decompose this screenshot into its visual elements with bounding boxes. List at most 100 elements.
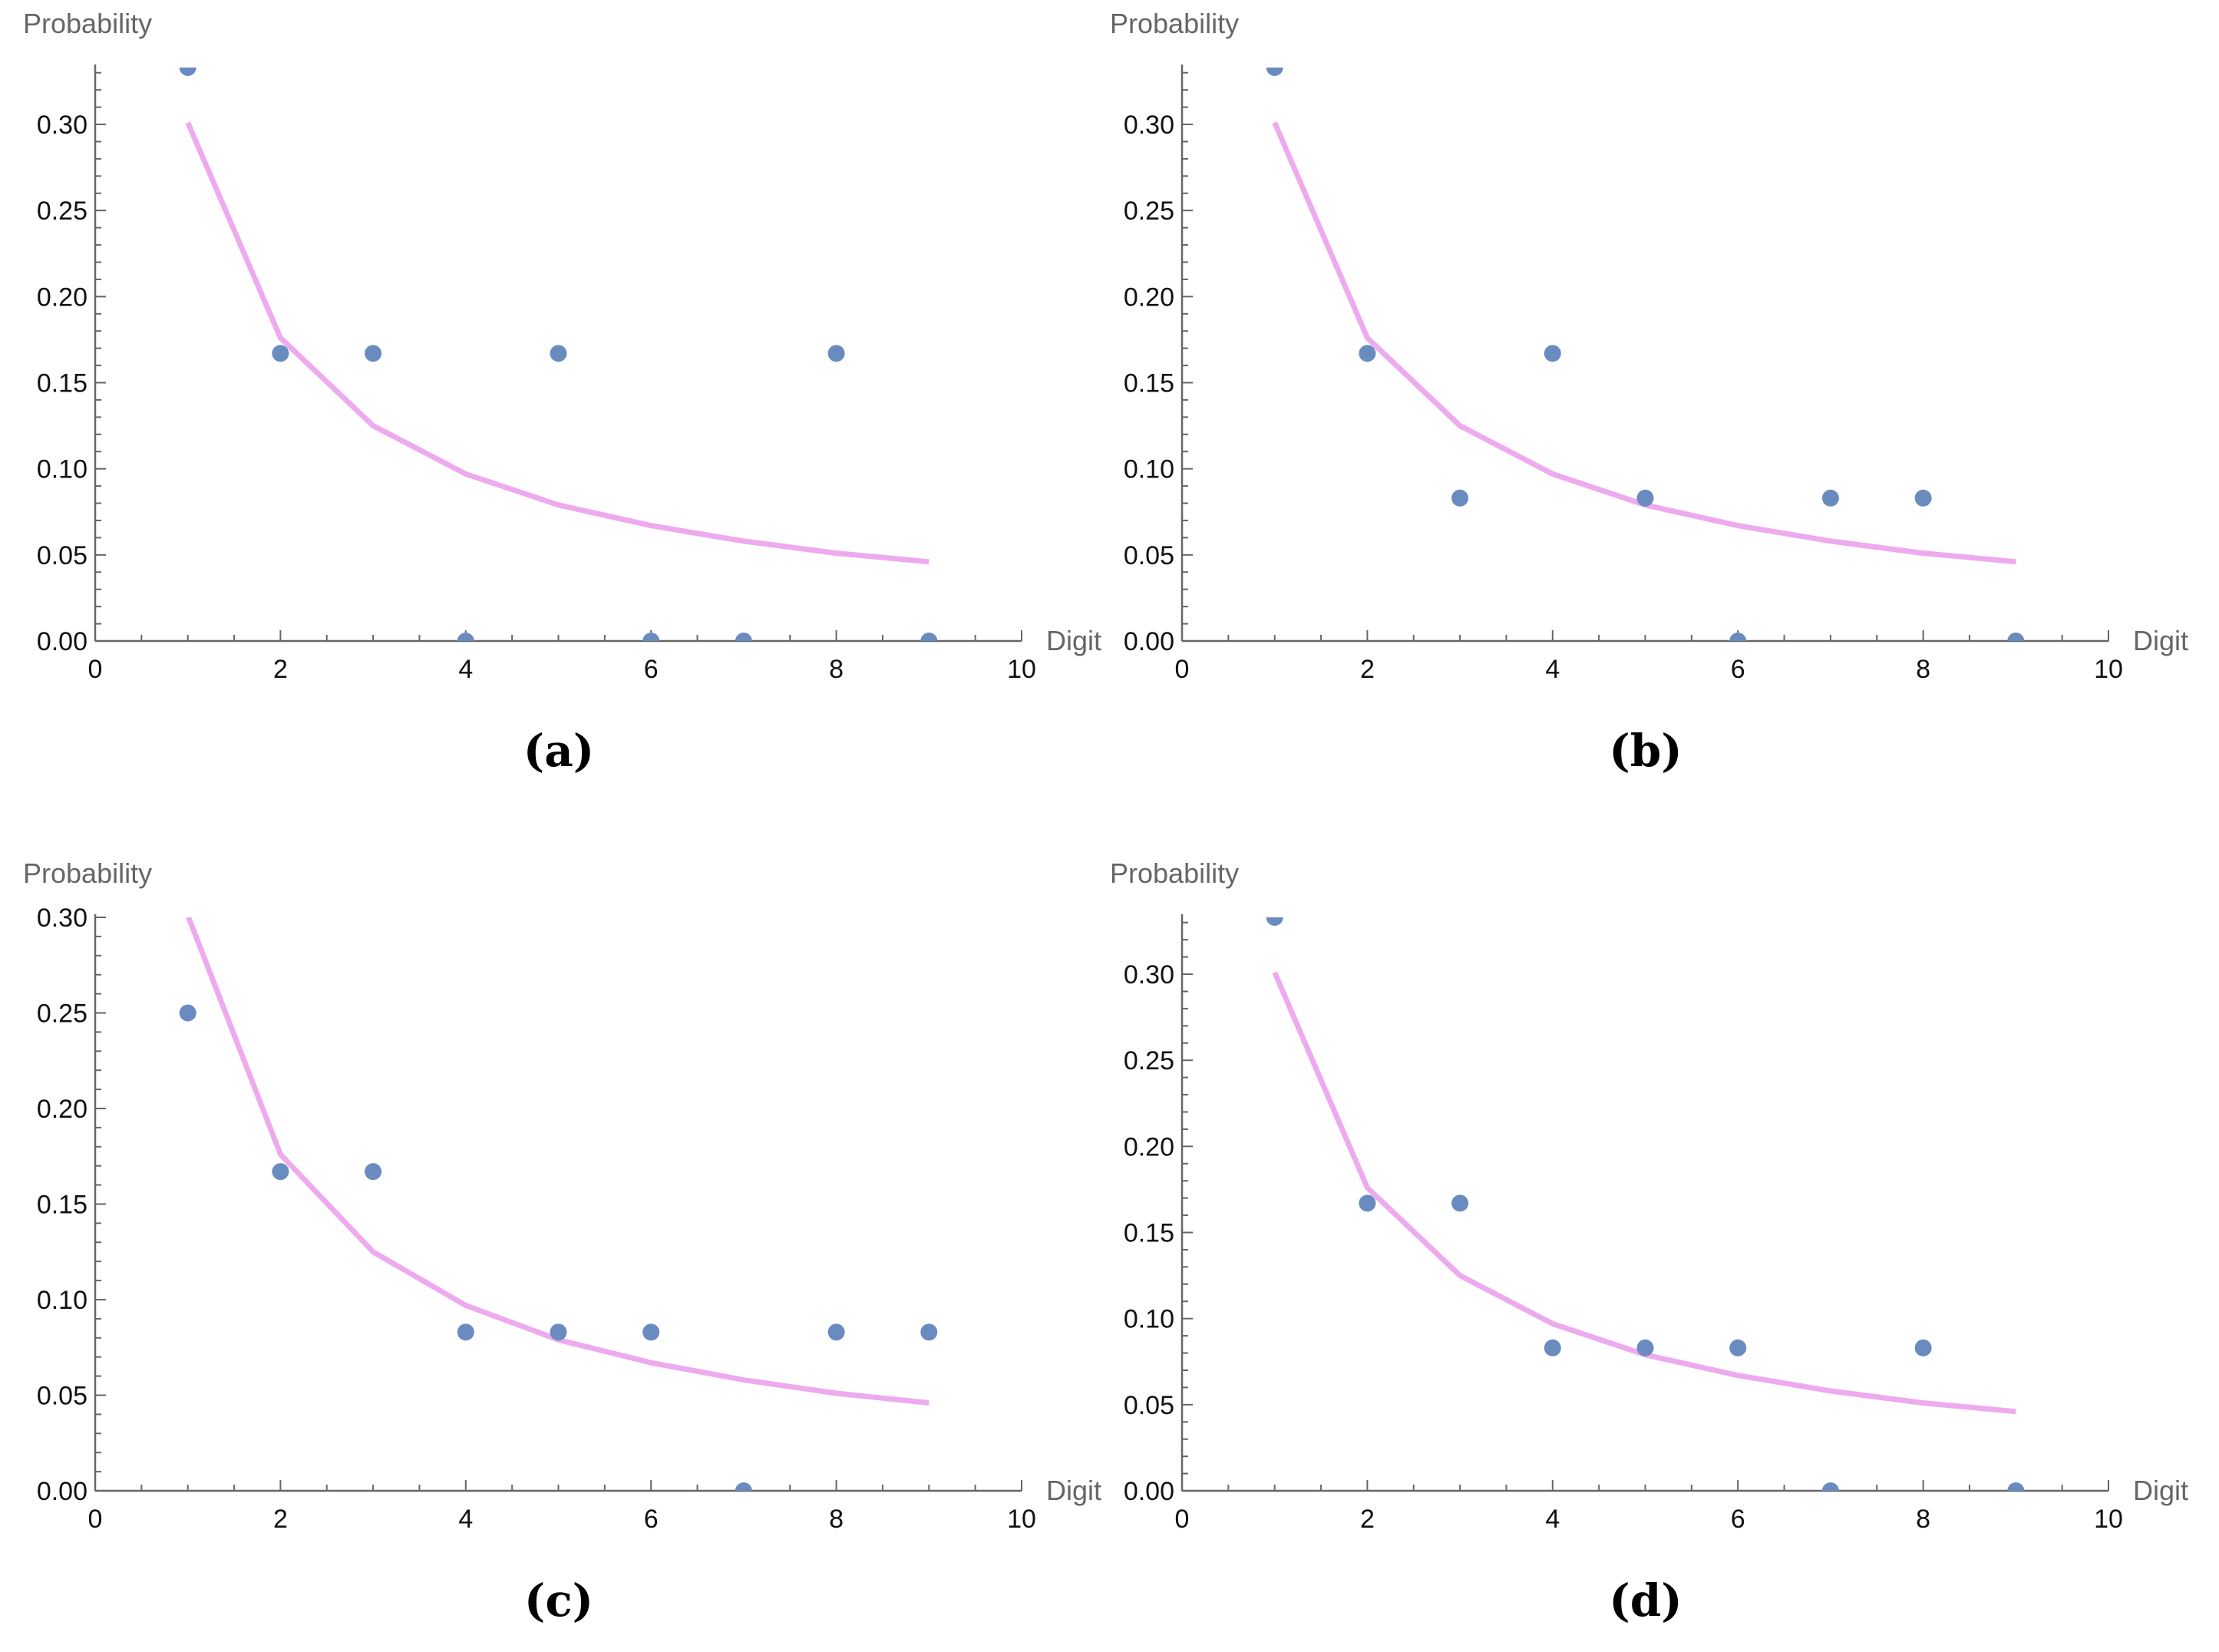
y-tick-label: 0.00 bbox=[1124, 627, 1174, 656]
data-point bbox=[1544, 345, 1561, 362]
data-point bbox=[1451, 489, 1469, 507]
y-tick-label: 0.05 bbox=[37, 1382, 88, 1411]
y-tick-label: 0.30 bbox=[1124, 960, 1174, 990]
y-tick-label: 0.10 bbox=[1124, 1305, 1174, 1334]
y-tick-label: 0.10 bbox=[37, 455, 88, 484]
x-tick-label: 8 bbox=[1916, 1505, 1930, 1534]
data-point bbox=[179, 68, 196, 76]
x-tick-label: 10 bbox=[2094, 1505, 2123, 1534]
x-tick-label: 6 bbox=[1731, 655, 1745, 684]
data-point bbox=[179, 1004, 196, 1022]
data-point bbox=[1821, 1482, 1839, 1491]
x-axis-label: Digit bbox=[2133, 625, 2188, 656]
data-point bbox=[1266, 917, 1283, 926]
data-point bbox=[1544, 1339, 1561, 1356]
data-point bbox=[1451, 1194, 1469, 1212]
y-tick-label: 0.25 bbox=[37, 999, 88, 1029]
x-axis-label: Digit bbox=[1046, 625, 1101, 656]
y-tick-label: 0.15 bbox=[37, 369, 88, 398]
y-tick-label: 0.00 bbox=[1124, 1477, 1174, 1506]
chart-panel-b: 0.00 0.05 0.10 0.15 0.20 0.25 0.30 0 2 4 6 8 10 Proba… bbox=[1110, 8, 2188, 777]
data-point bbox=[1729, 633, 1747, 641]
panel-caption: (b) bbox=[1609, 725, 1682, 777]
data-point bbox=[1636, 489, 1654, 507]
x-tick-label: 8 bbox=[829, 1505, 844, 1534]
x-tick-label: 2 bbox=[273, 655, 288, 684]
data-point bbox=[827, 1323, 845, 1341]
y-tick-label: 0.25 bbox=[37, 197, 88, 226]
y-tick-label: 0.20 bbox=[1124, 1132, 1174, 1161]
y-tick-label: 0.30 bbox=[37, 904, 88, 933]
y-tick-label: 0.30 bbox=[37, 111, 88, 140]
y-tick-label: 0.10 bbox=[1124, 455, 1174, 484]
chart-panel-a: 0.00 0.05 0.10 0.15 0.20 0.25 0.30 0 2 4 6 8 10 Proba… bbox=[23, 8, 1101, 777]
y-tick-label: 0.05 bbox=[37, 541, 88, 570]
x-tick-label: 0 bbox=[88, 655, 103, 684]
data-point bbox=[272, 345, 289, 362]
chart-panel-c: 0.00 0.05 0.10 0.15 0.20 0.25 0.30 0 2 4 6 8 10 Proba… bbox=[23, 857, 1101, 1627]
x-axis-label: Digit bbox=[1046, 1475, 1101, 1506]
x-tick-label: 0 bbox=[1175, 1505, 1190, 1534]
x-tick-label: 6 bbox=[1731, 1505, 1745, 1534]
x-tick-label: 10 bbox=[2094, 655, 2123, 684]
y-tick-label: 0.25 bbox=[1124, 1046, 1174, 1075]
data-point bbox=[827, 345, 845, 362]
data-point bbox=[1359, 1194, 1376, 1212]
x-tick-label: 0 bbox=[88, 1505, 103, 1534]
y-tick-label: 0.05 bbox=[1124, 1391, 1174, 1420]
y-tick-label: 0.30 bbox=[1124, 111, 1174, 140]
data-point bbox=[920, 633, 938, 641]
data-point bbox=[1266, 68, 1283, 76]
plot-area bbox=[1266, 68, 2025, 641]
data-point bbox=[1636, 1339, 1654, 1356]
data-point bbox=[1729, 1339, 1747, 1356]
y-tick-label: 0.00 bbox=[37, 627, 88, 656]
data-point bbox=[550, 345, 567, 362]
data-point bbox=[2007, 633, 2025, 641]
x-tick-label: 4 bbox=[1545, 1505, 1560, 1534]
data-point bbox=[457, 633, 474, 641]
y-tick-label: 0.20 bbox=[37, 1095, 88, 1124]
y-tick-label: 0.15 bbox=[37, 1191, 88, 1220]
data-point bbox=[1914, 489, 1932, 507]
x-tick-label: 4 bbox=[1545, 655, 1560, 684]
data-point bbox=[1821, 489, 1839, 507]
y-axis-label: Probability bbox=[1110, 857, 1239, 889]
x-tick-label: 10 bbox=[1007, 1505, 1036, 1534]
data-point bbox=[920, 1323, 938, 1341]
y-axis-label: Probability bbox=[23, 8, 152, 39]
x-tick-label: 6 bbox=[644, 1505, 659, 1534]
data-point bbox=[642, 1323, 660, 1341]
benford-line bbox=[185, 121, 930, 565]
data-point bbox=[1359, 345, 1376, 362]
data-point bbox=[735, 633, 752, 641]
chart-panel-d: 0.00 0.05 0.10 0.15 0.20 0.25 0.30 0 2 4 6 8 10 Proba… bbox=[1110, 857, 2188, 1627]
data-point bbox=[2007, 1482, 2025, 1491]
x-tick-label: 2 bbox=[273, 1505, 288, 1534]
x-tick-label: 4 bbox=[458, 1505, 473, 1534]
y-axis-label: Probability bbox=[23, 857, 152, 889]
y-tick-label: 0.25 bbox=[1124, 197, 1174, 226]
y-tick-label: 0.00 bbox=[37, 1477, 88, 1506]
y-tick-label: 0.15 bbox=[1124, 369, 1174, 398]
data-point bbox=[365, 345, 382, 362]
plot-area bbox=[179, 917, 938, 1491]
y-tick-label: 0.05 bbox=[1124, 541, 1174, 570]
x-tick-label: 4 bbox=[458, 655, 473, 684]
data-point bbox=[550, 1323, 567, 1341]
x-tick-label: 0 bbox=[1175, 655, 1190, 684]
y-tick-label: 0.15 bbox=[1124, 1219, 1174, 1248]
y-tick-label: 0.20 bbox=[1124, 282, 1174, 312]
data-point bbox=[457, 1323, 474, 1341]
plot-area bbox=[179, 68, 938, 641]
panel-caption: (d) bbox=[1609, 1574, 1682, 1627]
data-point bbox=[1914, 1339, 1932, 1356]
y-tick-label: 0.20 bbox=[37, 282, 88, 312]
x-axis-label: Digit bbox=[2133, 1475, 2188, 1506]
x-tick-label: 10 bbox=[1007, 655, 1036, 684]
data-point bbox=[272, 1163, 289, 1181]
x-tick-label: 8 bbox=[829, 655, 844, 684]
y-axis-label: Probability bbox=[1110, 8, 1239, 39]
